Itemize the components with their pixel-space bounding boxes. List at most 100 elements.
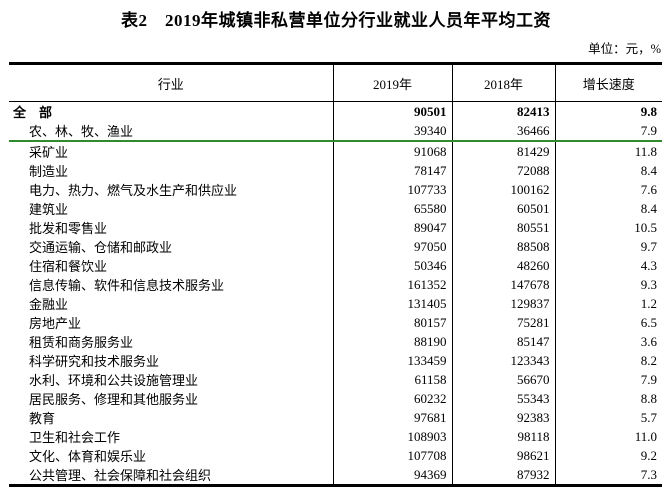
industry-cell: 信息传输、软件和信息技术服务业	[29, 278, 225, 293]
value-2019-cell: 60232	[332, 389, 452, 408]
col-header-2018: 2018年	[451, 63, 555, 102]
value-2018-cell: 81429	[451, 141, 555, 161]
value-2018-cell: 147678	[451, 275, 555, 294]
growth-cell: 7.9	[554, 370, 662, 389]
table-row: 制造业 78147 72088 8.4	[9, 161, 662, 180]
value-2019-cell: 90501	[332, 101, 452, 121]
table-row: 批发和零售业 89047 80551 10.5	[9, 218, 662, 237]
industry-cell: 房地产业	[29, 316, 82, 331]
value-2019-cell: 108903	[332, 427, 452, 446]
table-row: 农、林、牧、渔业 39340 36466 7.9	[9, 121, 662, 142]
growth-cell: 9.7	[554, 237, 662, 256]
page-title: 表2 2019年城镇非私营单位分行业就业人员年平均工资	[121, 11, 551, 30]
value-2019-cell: 78147	[332, 161, 452, 180]
industry-cell: 建筑业	[29, 202, 69, 217]
value-2019-cell: 94369	[332, 465, 452, 486]
growth-cell: 9.8	[554, 101, 662, 121]
value-2018-cell: 100162	[451, 180, 555, 199]
value-2018-cell: 55343	[451, 389, 555, 408]
growth-cell: 6.5	[554, 313, 662, 332]
value-2018-cell: 129837	[451, 294, 555, 313]
growth-cell: 11.8	[554, 141, 662, 161]
value-2018-cell: 85147	[451, 332, 555, 351]
value-2018-cell: 48260	[451, 256, 555, 275]
value-2018-cell: 123343	[451, 351, 555, 370]
growth-cell: 7.6	[554, 180, 662, 199]
growth-cell: 8.4	[554, 161, 662, 180]
unit-note: 单位：元，%	[588, 42, 661, 56]
value-2019-cell: 50346	[332, 256, 452, 275]
industry-cell: 科学研究和技术服务业	[29, 354, 160, 369]
growth-cell: 1.2	[554, 294, 662, 313]
value-2019-cell: 91068	[332, 141, 452, 161]
value-2018-cell: 36466	[451, 121, 555, 142]
value-2018-cell: 60501	[451, 199, 555, 218]
value-2019-cell: 39340	[332, 121, 452, 142]
industry-cell: 住宿和餐饮业	[29, 259, 108, 274]
industry-cell: 文化、体育和娱乐业	[29, 449, 147, 464]
growth-cell: 8.2	[554, 351, 662, 370]
growth-cell: 9.2	[554, 446, 662, 465]
industry-cell: 采矿业	[29, 145, 69, 160]
table-row: 采矿业 91068 81429 11.8	[9, 141, 662, 161]
value-2019-cell: 65580	[332, 199, 452, 218]
growth-cell: 8.4	[554, 199, 662, 218]
value-2018-cell: 87932	[451, 465, 555, 486]
value-2018-cell: 88508	[451, 237, 555, 256]
table-row: 租赁和商务服务业 88190 85147 3.6	[9, 332, 662, 351]
col-header-growth: 增长速度	[554, 63, 662, 102]
growth-cell: 11.0	[554, 427, 662, 446]
table-row: 教育 97681 92383 5.7	[9, 408, 662, 427]
industry-cell: 制造业	[29, 164, 69, 179]
value-2018-cell: 82413	[451, 101, 555, 121]
value-2018-cell: 75281	[451, 313, 555, 332]
industry-cell: 交通运输、仓储和邮政业	[29, 240, 173, 255]
value-2018-cell: 72088	[451, 161, 555, 180]
growth-cell: 7.9	[554, 121, 662, 142]
growth-cell: 8.8	[554, 389, 662, 408]
table-row: 公共管理、社会保障和社会组织 94369 87932 7.3	[9, 465, 662, 486]
value-2018-cell: 98118	[451, 427, 555, 446]
industry-cell: 教育	[29, 411, 56, 426]
industry-cell: 水利、环境和公共设施管理业	[29, 373, 199, 388]
table-row: 科学研究和技术服务业 133459 123343 8.2	[9, 351, 662, 370]
value-2019-cell: 80157	[332, 313, 452, 332]
industry-cell: 批发和零售业	[29, 221, 108, 236]
industry-cell: 卫生和社会工作	[29, 430, 121, 445]
value-2018-cell: 56670	[451, 370, 555, 389]
table-row: 全 部 90501 82413 9.8	[9, 101, 662, 121]
industry-cell: 居民服务、修理和其他服务业	[29, 392, 199, 407]
table-row: 房地产业 80157 75281 6.5	[9, 313, 662, 332]
industry-cell: 全 部	[13, 105, 53, 120]
value-2018-cell: 98621	[451, 446, 555, 465]
growth-cell: 7.3	[554, 465, 662, 486]
industry-cell: 租赁和商务服务业	[29, 335, 134, 350]
table-row: 电力、热力、燃气及水生产和供应业 107733 100162 7.6	[9, 180, 662, 199]
table-row: 交通运输、仓储和邮政业 97050 88508 9.7	[9, 237, 662, 256]
wage-table: 行业 2019年 2018年 增长速度 全 部 90501 82413 9.8 农、林、…	[9, 62, 662, 487]
table-header-row: 行业 2019年 2018年 增长速度	[9, 63, 662, 102]
table-row: 文化、体育和娱乐业 107708 98621 9.2	[9, 446, 662, 465]
industry-cell: 农、林、牧、渔业	[9, 121, 333, 142]
value-2019-cell: 161352	[332, 275, 452, 294]
growth-cell: 5.7	[554, 408, 662, 427]
growth-cell: 10.5	[554, 218, 662, 237]
value-2019-cell: 97681	[332, 408, 452, 427]
value-2019-cell: 107708	[332, 446, 452, 465]
col-header-industry: 行业	[9, 63, 333, 102]
growth-cell: 9.3	[554, 275, 662, 294]
col-header-2019: 2019年	[332, 63, 452, 102]
growth-cell: 4.3	[554, 256, 662, 275]
table-row: 信息传输、软件和信息技术服务业 161352 147678 9.3	[9, 275, 662, 294]
industry-cell: 公共管理、社会保障和社会组织	[29, 468, 212, 483]
value-2019-cell: 107733	[332, 180, 452, 199]
table-row: 卫生和社会工作 108903 98118 11.0	[9, 427, 662, 446]
value-2019-cell: 88190	[332, 332, 452, 351]
table-row: 金融业 131405 129837 1.2	[9, 294, 662, 313]
value-2019-cell: 61158	[332, 370, 452, 389]
industry-cell: 电力、热力、燃气及水生产和供应业	[29, 183, 238, 198]
value-2019-cell: 131405	[332, 294, 452, 313]
value-2019-cell: 97050	[332, 237, 452, 256]
value-2019-cell: 89047	[332, 218, 452, 237]
